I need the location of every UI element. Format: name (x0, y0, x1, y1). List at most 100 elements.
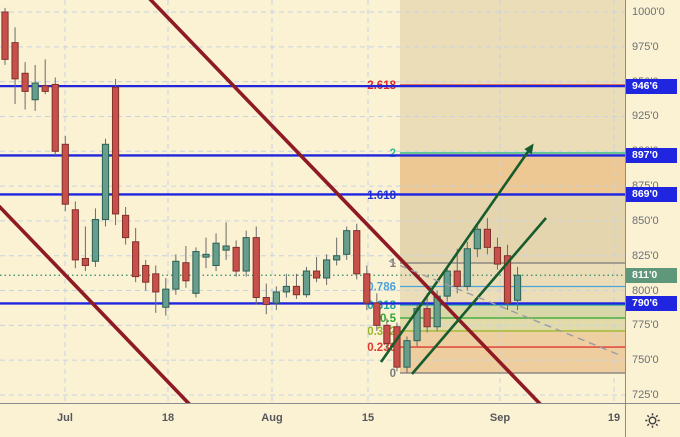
candlestick (11, 27, 19, 104)
candle-body (423, 308, 431, 328)
candlestick (272, 286, 280, 311)
candle-body (122, 214, 130, 239)
candlestick (192, 247, 200, 298)
candle-body (31, 82, 39, 101)
candle-body (373, 302, 381, 326)
candle-body (41, 85, 49, 92)
time-axis-tick: 18 (161, 412, 175, 424)
time-axis[interactable]: Jul 18 Aug 15 Sep 19 (0, 403, 625, 437)
candle-body (302, 270, 311, 296)
candlestick (122, 206, 130, 245)
candle-body (443, 270, 451, 297)
candlestick (162, 278, 170, 316)
candlestick (71, 201, 79, 269)
candle-body (503, 255, 512, 304)
candlestick (212, 233, 220, 272)
candle-body (383, 324, 391, 344)
axis-settings-corner (625, 403, 680, 437)
candle-body (343, 230, 351, 255)
price-axis-tick: 775'0 (632, 319, 659, 332)
candle-body (333, 255, 341, 261)
candle-body (242, 237, 250, 272)
axis-separator-horizontal (0, 403, 680, 404)
price-line-label: 790'6 (626, 295, 677, 311)
fib-level-label: 0.382 (367, 326, 396, 338)
price-line-label: 869'0 (626, 186, 677, 202)
candlestick (453, 248, 461, 294)
gear-icon[interactable] (644, 412, 661, 429)
up-channel-upper-trendline[interactable] (379, 145, 534, 363)
price-axis-tick: 925'0 (632, 110, 659, 123)
candle-body (232, 246, 240, 272)
fib-band (400, 330, 625, 348)
candlestick (81, 226, 90, 272)
candlestick (152, 265, 160, 313)
candlestick (353, 223, 361, 280)
time-axis-tick: 19 (607, 412, 621, 424)
down-channel-upper-trendline[interactable] (147, 0, 544, 403)
price-axis-tick: 1000'0 (632, 6, 665, 18)
candle-body (282, 285, 290, 293)
price-axis-tick: 725'0 (632, 388, 659, 401)
price-axis-tick: 750'0 (632, 354, 659, 367)
candle-body (111, 86, 120, 215)
candle-body (202, 253, 210, 258)
candlestick (262, 283, 270, 315)
candlestick (142, 259, 150, 291)
candlestick (373, 293, 381, 331)
price-line-label: 946'6 (626, 78, 677, 94)
candle-body (182, 262, 190, 282)
candlestick (503, 244, 512, 311)
price-axis-tick: 800'0 (632, 284, 659, 297)
down-channel-lower-trendline[interactable] (0, 203, 196, 403)
candlestick (423, 293, 431, 333)
candlestick (242, 230, 250, 277)
candle-body (312, 270, 321, 279)
candlestick (483, 218, 491, 255)
price-axis-tick: 975'0 (632, 40, 659, 53)
candlestick (333, 237, 341, 266)
price-axis-tick: 825'0 (632, 249, 659, 262)
current-price-label: 811'0 (626, 267, 677, 283)
candlestick (302, 266, 311, 298)
fib-level-label: 0.618 (367, 300, 396, 312)
candle-body (323, 259, 331, 279)
candlestick (111, 78, 120, 226)
candlestick (403, 336, 411, 373)
candlestick (343, 226, 351, 260)
candle-body (262, 297, 270, 305)
candle-body (453, 270, 461, 287)
candlestick (252, 226, 260, 305)
fib-level-label: 0.5 (380, 313, 397, 325)
up-channel-lower-trendline[interactable] (411, 217, 547, 375)
candlestick (1, 7, 9, 65)
candlestick (312, 257, 321, 283)
candlestick (292, 273, 301, 299)
candlestick (222, 222, 230, 260)
candlestick (202, 237, 210, 269)
axis-separator-vertical (625, 0, 626, 437)
fib-level-label: 0 (390, 368, 396, 380)
trendline-arrowhead (524, 143, 534, 155)
candlestick (101, 138, 110, 227)
candle-body (292, 285, 301, 296)
candle-body (172, 260, 180, 290)
price-axis-tick: 850'0 (632, 214, 659, 227)
projection-line-trendline[interactable] (388, 260, 623, 357)
candle-body (21, 72, 29, 92)
candlestick (473, 223, 481, 258)
candle-body (71, 209, 79, 261)
time-axis-tick: Jul (57, 412, 73, 424)
candlestick (172, 254, 180, 295)
fib-level-label: 2 (390, 148, 396, 160)
candle-body (61, 143, 69, 205)
candlestick (383, 318, 391, 350)
candle-body (463, 248, 471, 287)
fib-band (400, 195, 625, 263)
candle-body (363, 273, 371, 304)
candlestick (61, 135, 69, 212)
time-axis-tick: 15 (361, 412, 375, 424)
candle-body (272, 291, 280, 304)
price-axis[interactable]: 1000'0975'0950'0925'0900'0875'0850'0825'… (625, 0, 680, 403)
